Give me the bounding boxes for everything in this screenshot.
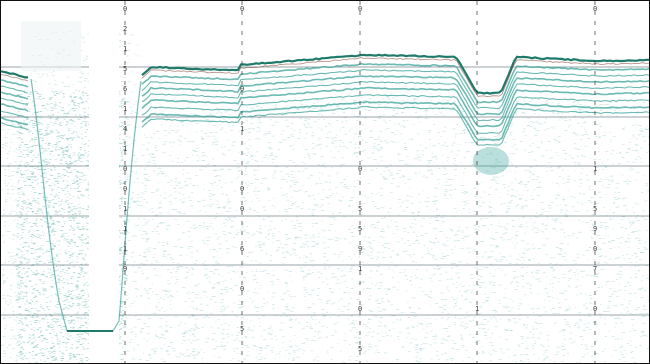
- trace-marker-digit: 0: [593, 5, 597, 13]
- trace-marker-digit: 1: [123, 45, 127, 53]
- trace-marker-digit: 0: [240, 5, 244, 13]
- stratum-line: [1, 68, 649, 110]
- trace-marker-digit: 5: [123, 65, 127, 73]
- faint-block: [21, 21, 81, 71]
- stratum-line: [1, 62, 649, 104]
- trace-marker-digit: 7: [593, 265, 597, 273]
- trace-marker-digit: 0: [358, 5, 362, 13]
- trace-marker-digit: 1: [593, 165, 597, 173]
- trace-marker-digit: 1: [358, 265, 362, 273]
- trace-marker-digit: 1: [123, 205, 127, 213]
- trace-marker-digit: 0: [240, 85, 244, 93]
- sediment-strata: [1, 53, 649, 332]
- trace-marker-digit: 6: [123, 85, 127, 93]
- trace-marker-digit: 0: [358, 305, 362, 313]
- trace-marker-digit: 0: [123, 5, 127, 13]
- trace-marker-digit: 5: [358, 205, 362, 213]
- trace-marker-digit: 9: [123, 265, 127, 273]
- trace-marker-digit: 6: [240, 245, 244, 253]
- blank-data-gap: [21, 1, 119, 363]
- trace-marker-digit: 0: [240, 205, 244, 213]
- trace-marker-digit: 0: [240, 285, 244, 293]
- trace-marker-digit: 0: [593, 305, 597, 313]
- trace-marker-digit: 1: [123, 245, 127, 253]
- stratum-line: [1, 100, 649, 142]
- trace-marker-digit: 5: [358, 225, 362, 233]
- trace-marker-digit: 9: [358, 245, 362, 253]
- trace-marker-digit: 0: [123, 165, 127, 173]
- stratum-line: [1, 81, 649, 122]
- channel-fill: [473, 147, 509, 175]
- trace-marker-digit: 1: [123, 225, 127, 233]
- stratum-line: [1, 94, 649, 134]
- seabed-echo: [1, 57, 649, 98]
- stratum-line: [1, 106, 649, 146]
- trace-marker-digit: 4: [123, 125, 127, 133]
- stratum-line: [1, 86, 649, 128]
- stratum-line: [1, 75, 649, 116]
- trace-marker-digit: 5: [358, 345, 362, 353]
- trace-marker-digit: 0: [358, 165, 362, 173]
- trace-marker-digit: 1: [123, 145, 127, 153]
- trace-marker-digit: 0: [593, 245, 597, 253]
- trace-marker-digit: 5: [593, 205, 597, 213]
- trace-marker-digit: 9: [593, 225, 597, 233]
- seabed-line: [1, 53, 649, 95]
- trace-marker-digit: 1: [123, 105, 127, 113]
- noise-speckle: [1, 31, 649, 363]
- trace-marker-digit: 0: [123, 185, 127, 193]
- trace-marker-digit: 1: [475, 305, 479, 313]
- trace-marker-digit: 0: [240, 185, 244, 193]
- trace-marker-digit: 5: [240, 325, 244, 333]
- trace-marker-digit: 2: [123, 25, 127, 33]
- trace-marker-digit: 1: [240, 125, 244, 133]
- blank-band: [89, 1, 119, 363]
